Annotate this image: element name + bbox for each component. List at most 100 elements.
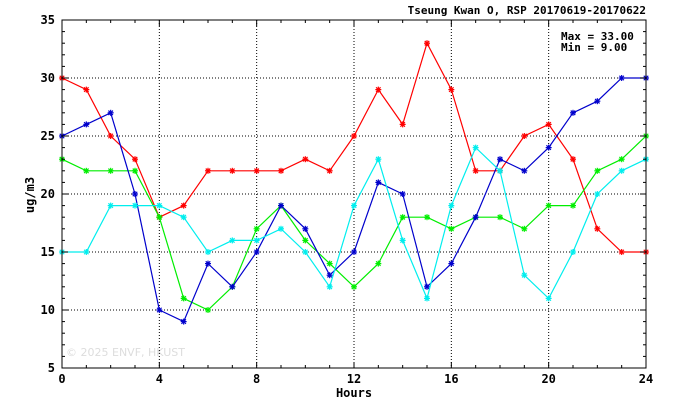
data-series [59,133,649,313]
data-point [521,133,528,139]
marker-stroke [278,226,284,232]
y-tick-label: 10 [41,303,55,317]
data-point [156,307,163,313]
data-point [375,86,382,93]
data-point [83,249,90,255]
data-point [570,249,576,255]
data-point [205,260,211,267]
data-point [399,191,406,197]
data-point [326,260,333,267]
data-point [618,167,625,174]
data-point [253,225,260,232]
marker-stroke [424,40,430,46]
data-point [424,214,430,221]
y-tick-label: 15 [41,245,55,259]
marker-stroke [180,295,187,302]
marker-stroke [375,86,382,93]
data-point [132,167,138,174]
marker-stroke [205,249,211,255]
data-point [351,249,357,255]
x-tick-label: 20 [541,372,555,386]
marker-stroke [180,202,187,209]
data-point [521,225,528,232]
marker-stroke [448,202,455,209]
data-point [326,283,333,290]
marker-stroke [570,156,576,162]
data-point [594,98,601,105]
data-point [205,249,211,255]
marker-stroke [205,260,211,267]
data-point [253,249,260,255]
marker-stroke [132,191,138,197]
marker-stroke [278,202,284,209]
data-point [278,202,284,209]
data-point [570,156,576,163]
data-point [570,202,576,209]
marker-stroke [472,168,479,174]
data-point [253,237,260,244]
marker-stroke [521,168,528,174]
marker-stroke [545,121,552,128]
marker-stroke [180,214,187,220]
data-point [570,109,576,116]
marker-stroke [326,260,333,267]
marker-stroke [570,202,576,209]
series-layer [59,40,649,325]
y-axis-title: ug/m3 [23,177,37,213]
marker-stroke [253,168,260,174]
marker-stroke [424,295,430,302]
data-point [302,249,309,255]
marker-stroke [156,214,163,220]
marker-stroke [399,121,406,128]
marker-stroke [229,168,236,174]
marker-stroke [253,237,260,244]
data-point [107,202,114,209]
data-point [521,272,528,279]
x-tick-label: 8 [253,372,260,386]
data-point [132,156,138,163]
marker-stroke [594,191,601,197]
data-point [180,318,187,325]
data-point [399,237,406,244]
data-point [594,167,601,174]
marker-stroke [302,237,309,244]
marker-stroke [521,272,528,278]
data-point [545,144,552,151]
marker-stroke [253,249,260,255]
data-point [326,167,333,174]
marker-stroke [107,202,114,209]
y-tick-label: 35 [41,13,55,27]
data-point [521,167,528,174]
data-point [302,237,309,244]
data-point [326,272,333,279]
data-point [618,156,625,163]
marker-stroke [180,318,187,325]
marker-stroke [83,86,90,93]
marker-stroke [302,249,309,255]
marker-stroke [375,179,382,186]
data-point [497,167,503,174]
marker-stroke [132,202,138,209]
data-point [351,133,357,139]
marker-stroke [326,284,333,290]
marker-stroke [205,307,211,313]
marker-stroke [570,249,576,255]
data-point [545,295,552,302]
marker-stroke [594,98,601,104]
data-point [399,121,406,128]
data-point [302,156,309,163]
data-point [497,156,503,163]
marker-stroke [545,144,552,151]
marker-stroke [107,133,114,139]
x-axis-title: Hours [336,386,372,400]
marker-stroke [618,156,625,162]
chart-title: Tseung Kwan O, RSP 20170619-20170622 [408,4,646,17]
data-point [132,191,138,197]
marker-stroke [302,226,309,232]
data-point [375,156,382,163]
data-point [107,133,114,139]
data-point [180,214,187,221]
y-tick-label: 25 [41,129,55,143]
data-point [399,214,406,221]
